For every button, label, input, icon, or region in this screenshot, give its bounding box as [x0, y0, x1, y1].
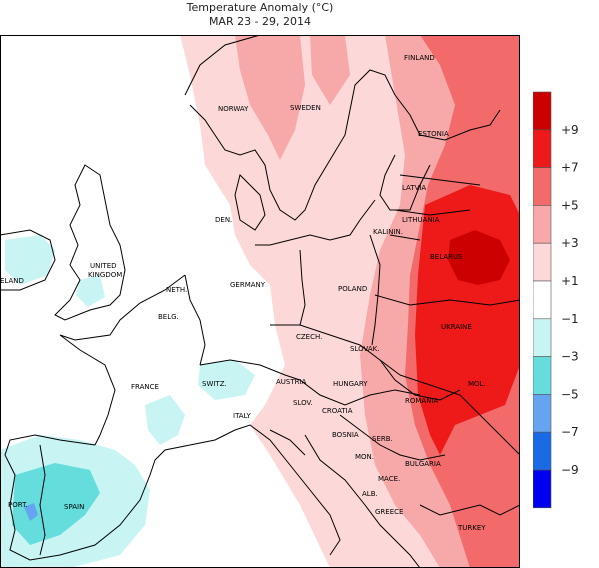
- label-spain: SPAIN: [64, 503, 84, 511]
- label-united: UNITED: [90, 262, 117, 270]
- region-minus1-france: [145, 395, 185, 445]
- label-poland: POLAND: [338, 285, 367, 293]
- colorbar-tick-label: −9: [561, 463, 579, 477]
- label-slovakia: SLOVAK.: [350, 345, 379, 353]
- colorbar-bin: [533, 318, 552, 357]
- colorbar-bin: [533, 394, 552, 433]
- anomaly-map: FINLAND NORWAY SWEDEN ESTONIA LATVIA DEN…: [0, 35, 520, 568]
- coastline-denmark: [234, 174, 266, 231]
- country-labels: FINLAND NORWAY SWEDEN ESTONIA LATVIA DEN…: [0, 54, 486, 532]
- region-minus1-uk: [76, 275, 105, 307]
- colorbar-bin: [533, 205, 552, 244]
- colorbar-bin: [533, 129, 552, 168]
- coastline-ireland: [0, 229, 56, 291]
- label-ireland: ELAND: [0, 277, 24, 285]
- label-belarus: BELARUS: [430, 253, 463, 261]
- colorbar-tick-label: +3: [561, 236, 579, 250]
- colorbar-tick-label: −1: [561, 312, 579, 326]
- label-ukraine: UKRAINE: [441, 323, 472, 331]
- region-minus3-iberia: [12, 463, 100, 545]
- coastline-baltic: [255, 94, 501, 246]
- label-romania: ROMANIA: [405, 397, 439, 405]
- label-serbia: SERB.: [372, 435, 393, 443]
- border-germany-west: [184, 274, 206, 366]
- coastline-black-sea: [479, 414, 520, 456]
- border-romania: [379, 359, 461, 401]
- label-netherlands: NETH.: [166, 286, 187, 294]
- colorbar-tick-label: −7: [561, 425, 579, 439]
- colorbar-bin: [533, 469, 552, 509]
- colorbar-bins: [533, 91, 552, 509]
- label-france: FRANCE: [131, 383, 159, 391]
- coastline-scandinavia: [184, 35, 396, 221]
- label-turkey: TURKEY: [457, 524, 486, 532]
- colorbar-bin: [533, 280, 552, 320]
- colorbar-tick-label: +7: [561, 161, 579, 175]
- label-greece: GREECE: [375, 508, 403, 516]
- label-sweden: SWEDEN: [290, 104, 321, 112]
- label-finland: FINLAND: [404, 54, 435, 62]
- border-poland-east: [369, 234, 381, 346]
- region-minus1-switz: [198, 360, 255, 400]
- label-croatia: CROATIA: [322, 407, 353, 415]
- colorbar-tick-label: −3: [561, 350, 579, 364]
- border-central: [270, 324, 401, 376]
- border-ukraine-south: [399, 374, 481, 416]
- coastline-italy: [234, 424, 341, 556]
- border-germany-poland: [299, 249, 306, 326]
- label-latvia: LATVIA: [402, 184, 426, 192]
- colorbar-tick-label: −5: [561, 387, 579, 401]
- label-albania: ALB.: [362, 490, 378, 498]
- coastline-iberia: [4, 429, 236, 561]
- label-norway: NORWAY: [218, 105, 249, 113]
- coastline-adriatic-greece: [304, 434, 520, 568]
- label-macedonia: MACE.: [378, 475, 400, 483]
- border-baltic-states: [389, 174, 481, 241]
- label-belgium: BELG.: [158, 313, 179, 321]
- region-plus3-norway: [235, 35, 305, 160]
- label-hungary: HUNGARY: [333, 380, 368, 388]
- border-alps: [199, 359, 301, 381]
- label-lithuania: LITHUANIA: [402, 216, 440, 224]
- map-outlines: [0, 35, 520, 568]
- label-kingdom: KINGDOM: [88, 271, 122, 279]
- label-germany: GERMANY: [230, 281, 266, 289]
- colorbar-bin: [533, 242, 552, 282]
- label-czech: CZECH.: [296, 333, 322, 341]
- label-montenegro: MON.: [355, 453, 374, 461]
- label-austria: AUSTRIA: [276, 378, 307, 386]
- coastline-uk: [54, 164, 126, 321]
- label-moldova: MOL.: [468, 380, 486, 388]
- colorbar-bin: [533, 91, 552, 131]
- label-kaliningrad: KALININ.: [373, 228, 403, 236]
- colorbar-bin: [533, 167, 552, 206]
- label-bulgaria: BULGARIA: [405, 460, 441, 468]
- label-estonia: ESTONIA: [418, 130, 449, 138]
- colorbar-tick-label: +1: [561, 274, 579, 288]
- chart-subtitle: MAR 23 - 29, 2014: [208, 15, 312, 28]
- anomaly-regions: [0, 35, 520, 568]
- label-slovenia: SLOV.: [293, 399, 313, 407]
- colorbar-tick-label: +9: [561, 123, 579, 137]
- colorbar-bin: [533, 431, 552, 471]
- label-denmark: DEN.: [215, 216, 232, 224]
- colorbar-ticks: +9 +7 +5 +3 +1 −1 −3 −5 −7 −9: [561, 123, 579, 477]
- chart-title-block: Temperature Anomaly (°C) MAR 23 - 29, 20…: [0, 1, 520, 29]
- region-minus1-ireland: [5, 235, 55, 285]
- border-spain-portugal: [39, 444, 46, 556]
- label-italy: ITALY: [233, 412, 252, 420]
- colorbar-tick-label: +5: [561, 198, 579, 212]
- border-belarus-ukraine: [374, 294, 520, 306]
- colorbar-legend: +9 +7 +5 +3 +1 −1 −3 −5 −7 −9: [533, 91, 579, 509]
- region-plus3-sweden-n: [310, 35, 350, 105]
- region-minus5-portugal: [24, 503, 38, 521]
- label-switzerland: SWITZ.: [202, 380, 227, 388]
- border-balkans: [299, 379, 446, 461]
- region-plus9-belarus: [448, 230, 510, 285]
- chart-title: Temperature Anomaly (°C): [186, 1, 334, 14]
- label-portugal: PORT.: [8, 501, 28, 509]
- coastline-france-west: [59, 274, 186, 446]
- colorbar-bin: [533, 356, 552, 395]
- label-bosnia: BOSNIA: [332, 431, 359, 439]
